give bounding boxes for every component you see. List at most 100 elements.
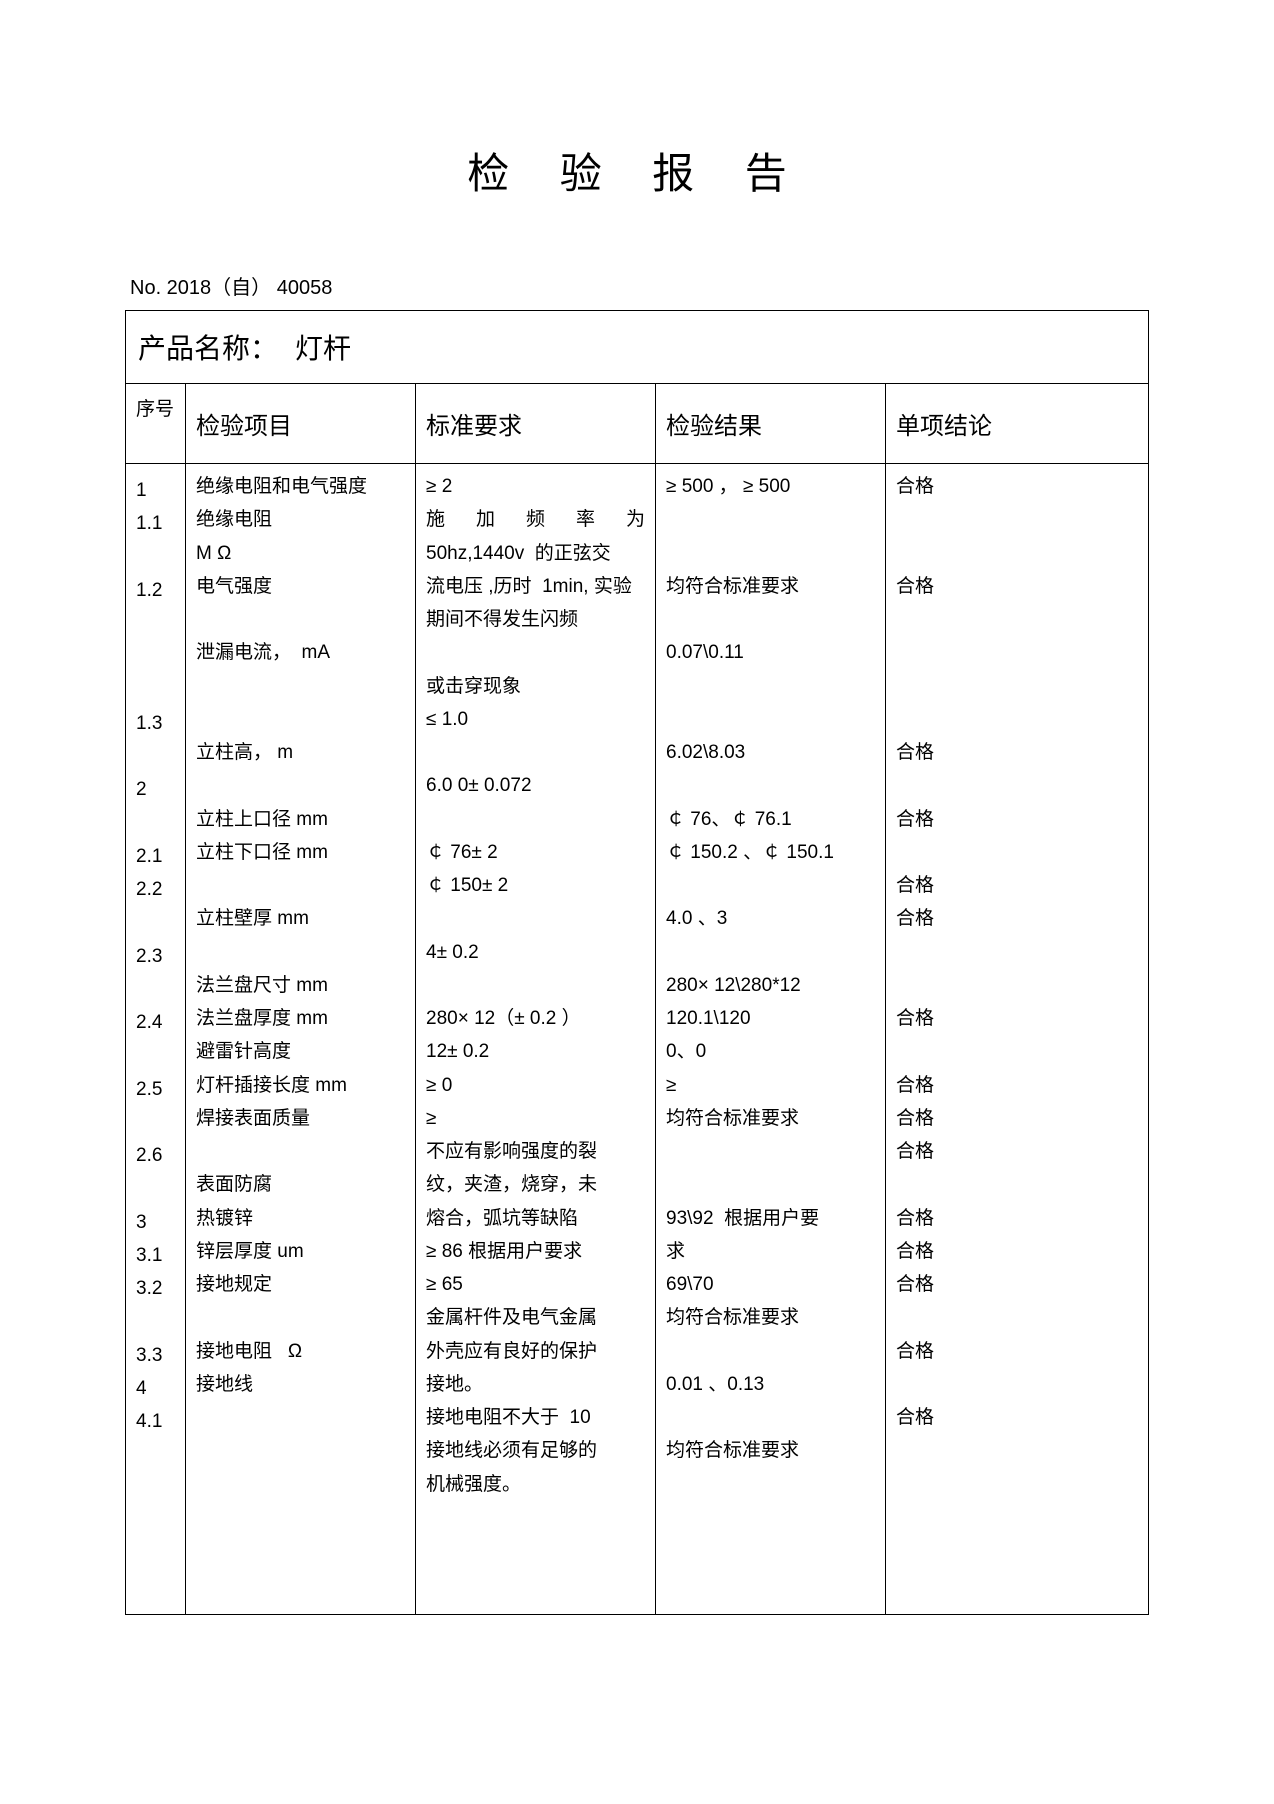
header-conc: 单项结论 [886,384,1148,463]
cell-line: 均符合标准要求 [666,1434,875,1467]
cell-line: 金属杆件及电气金属 [426,1301,645,1334]
cell-line: 合格 [896,570,1138,603]
cell-line: 3.3 [136,1339,175,1372]
report-table: 产品名称： 灯杆 序号 检验项目 标准要求 检验结果 单项结论 11.1 1.2… [125,310,1149,1615]
cell-line [196,769,405,802]
product-name: 灯杆 [295,334,351,365]
cell-line: 外壳应有良好的保护 [426,1335,645,1368]
cell-line [136,740,175,773]
cell-line [136,1039,175,1072]
cell-line [136,906,175,939]
cell-line: 280× 12（± 0.2 ） [426,1002,645,1035]
cell-line: 机械强度。 [426,1468,645,1501]
body-conc: 合格 合格 合格 合格 合格合格 合格 合格合格合格 合格合格合格 合格 合格 [886,464,1148,1614]
cell-line [196,936,405,969]
cell-line [426,736,645,769]
cell-line: 0、0 [666,1035,875,1068]
cell-line [196,603,405,636]
cell-line [896,1035,1138,1068]
body-result: ≥ 500 ， ≥ 500 均符合标准要求 0.07\0.11 6.02\8.0… [656,464,886,1614]
header-std: 标准要求 [416,384,656,463]
cell-line: 合格 [896,1202,1138,1235]
cell-line [196,1301,405,1334]
cell-line: ≤ 1.0 [426,703,645,736]
cell-line: 2.6 [136,1139,175,1172]
cell-line: 0.01 、0.13 [666,1368,875,1401]
cell-line [896,537,1138,570]
cell-line: ￠ 76、￠ 76.1 [666,803,875,836]
cell-line [136,640,175,673]
cell-line [196,703,405,736]
cell-line [196,1401,405,1434]
cell-line: 立柱高， m [196,736,405,769]
cell-line: 合格 [896,1069,1138,1102]
cell-line [666,936,875,969]
cell-line [426,803,645,836]
cell-line: 4 [136,1372,175,1405]
cell-line [196,1434,405,1467]
cell-line [136,1172,175,1205]
body-std: ≥ 2施 加 频 率 为50hz,1440v 的正弦交流电压 ,历时 1min,… [416,464,656,1614]
cell-line: 50hz,1440v 的正弦交 [426,537,645,570]
cell-line [136,1305,175,1338]
cell-line: ￠ 76± 2 [426,836,645,869]
cell-line: 2.2 [136,873,175,906]
cell-line: 3.1 [136,1239,175,1272]
cell-line [666,1335,875,1368]
cell-line: 合格 [896,803,1138,836]
cell-line [426,969,645,1002]
cell-line: 施 加 频 率 为 [426,503,645,536]
cell-line: 纹，夹渣，烧穿，未 [426,1168,645,1201]
cell-line: 合格 [896,1268,1138,1301]
cell-line: 灯杆插接长度 mm [196,1069,405,1102]
cell-line: ≥ 500 ， ≥ 500 [666,470,875,503]
cell-line [196,670,405,703]
cell-line: 2.4 [136,1006,175,1039]
cell-line [896,703,1138,736]
cell-line [136,1438,175,1471]
cell-line [896,603,1138,636]
header-item: 检验项目 [186,384,416,463]
cell-line: 4± 0.2 [426,936,645,969]
cell-line [136,607,175,640]
cell-line: 均符合标准要求 [666,570,875,603]
cell-line: 立柱下口径 mm [196,836,405,869]
cell-line: 绝缘电阻 [196,503,405,536]
cell-line [896,503,1138,536]
cell-line [896,936,1138,969]
cell-line: ￠ 150± 2 [426,869,645,902]
cell-line: 合格 [896,1401,1138,1434]
cell-line: ≥ 2 [426,470,645,503]
cell-line [896,670,1138,703]
body-seq: 11.1 1.2 1.3 2 2.12.2 2.3 2.4 2.5 2.6 33… [126,464,186,1614]
cell-line: ≥ [666,1069,875,1102]
cell-line: 接地线必须有足够的 [426,1434,645,1467]
cell-line: 锌层厚度 um [196,1235,405,1268]
cell-line: 电气强度 [196,570,405,603]
cell-line: 2 [136,773,175,806]
cell-line [666,769,875,802]
cell-line: 接地规定 [196,1268,405,1301]
cell-line: 合格 [896,902,1138,935]
cell-line: ≥ 65 [426,1268,645,1301]
cell-line: 2.3 [136,940,175,973]
cell-line [136,541,175,574]
cell-line: 避雷针高度 [196,1035,405,1068]
cell-line [896,636,1138,669]
product-row: 产品名称： 灯杆 [126,311,1148,384]
cell-line: 均符合标准要求 [666,1301,875,1334]
cell-line [426,1501,645,1534]
cell-line: 泄漏电流， mA [196,636,405,669]
report-number: No. 2018（自） 40058 [125,271,1149,300]
cell-line [136,973,175,1006]
cell-line: 焊接表面质量 [196,1102,405,1135]
cell-line: 表面防腐 [196,1168,405,1201]
cell-line: 合格 [896,1335,1138,1368]
cell-line [666,1168,875,1201]
cell-line [896,769,1138,802]
cell-line [896,1301,1138,1334]
report-title: 检 验 报 告 [125,140,1149,201]
cell-line: 4.0 、3 [666,902,875,935]
cell-line: 69\70 [666,1268,875,1301]
cell-line: 1 [136,474,175,507]
